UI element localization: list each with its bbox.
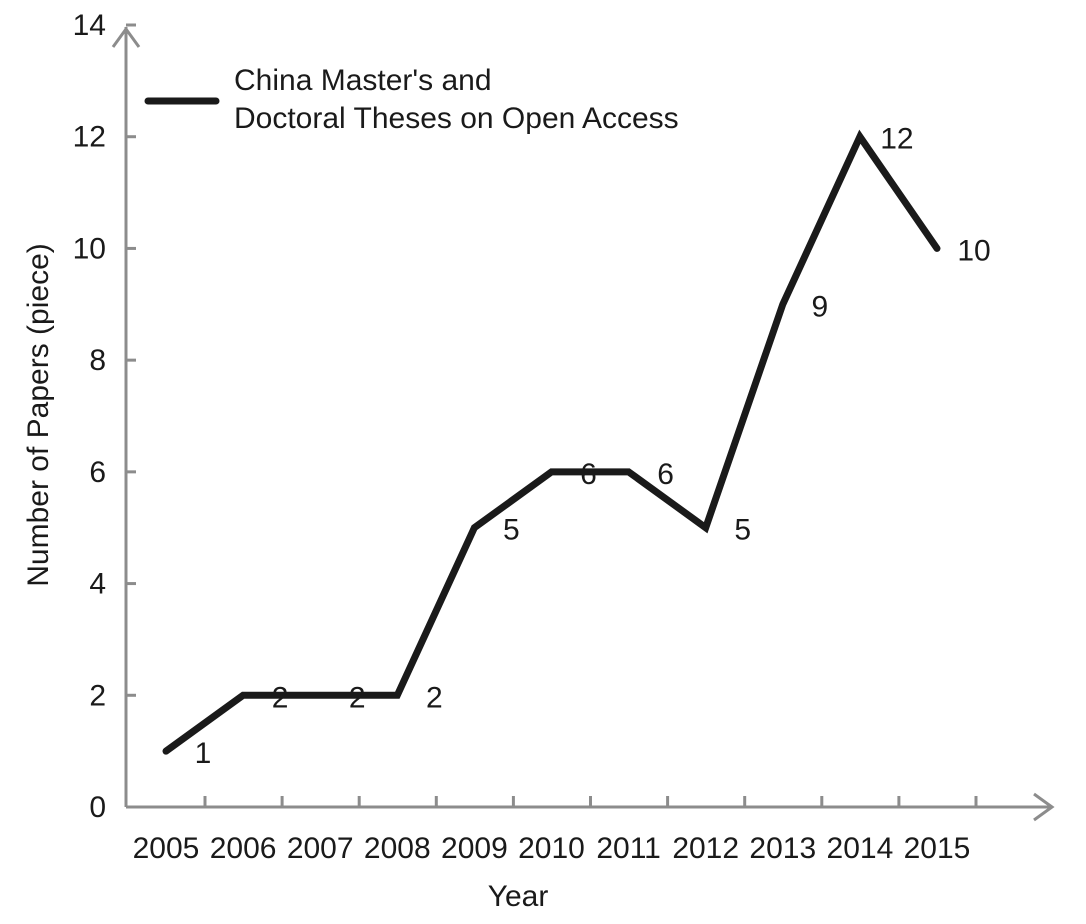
data-label: 12 <box>880 123 913 156</box>
data-label: 6 <box>580 458 597 491</box>
y-tick-label: 4 <box>89 568 106 601</box>
x-tick-label: 2013 <box>749 832 816 865</box>
y-tick-label: 12 <box>73 121 106 154</box>
y-tick-label: 8 <box>89 344 106 377</box>
data-label: 1 <box>195 737 212 770</box>
y-tick-label: 6 <box>89 456 106 489</box>
series-line <box>162 129 941 755</box>
data-label: 5 <box>734 514 751 547</box>
y-tick-label: 0 <box>89 791 106 824</box>
y-axis-arrow <box>111 26 141 48</box>
x-tick-label: 2005 <box>133 832 200 865</box>
y-axis-ticks: 0 2 4 6 8 10 12 14 <box>73 9 136 824</box>
x-axis-title: Year <box>488 880 549 913</box>
series-layer <box>162 129 941 755</box>
data-label: 2 <box>272 681 289 714</box>
x-tick-label: 2010 <box>518 832 585 865</box>
x-tick-label: 2006 <box>210 832 277 865</box>
y-tick-label: 2 <box>89 679 106 712</box>
y-tick-label: 14 <box>73 9 106 42</box>
y-tick-label: 10 <box>73 232 106 265</box>
data-label: 10 <box>957 234 990 267</box>
x-tick-label: 2007 <box>287 832 354 865</box>
x-axis-ticks: 2005 2006 2007 2008 2009 2010 2011 2012 2013 2014… <box>133 796 978 865</box>
data-label: 2 <box>349 681 366 714</box>
data-label: 5 <box>503 514 520 547</box>
data-label: 6 <box>657 458 674 491</box>
x-tick-label: 2014 <box>827 832 894 865</box>
legend-label-line-2: Doctoral Theses on Open Access <box>234 102 679 135</box>
x-tick-label: 2011 <box>596 832 661 865</box>
x-tick-label: 2009 <box>441 832 508 865</box>
legend: China Master's and Doctoral Theses on Op… <box>144 64 679 135</box>
data-label: 2 <box>426 681 443 714</box>
x-tick-label: 2008 <box>364 832 431 865</box>
y-axis-title: Number of Papers (piece) <box>22 243 55 586</box>
x-axis-arrow <box>1033 792 1055 822</box>
x-tick-label: 2015 <box>904 832 971 865</box>
legend-label-line-1: China Master's and <box>234 64 492 97</box>
data-label: 9 <box>811 290 828 323</box>
x-tick-label: 2012 <box>672 832 739 865</box>
